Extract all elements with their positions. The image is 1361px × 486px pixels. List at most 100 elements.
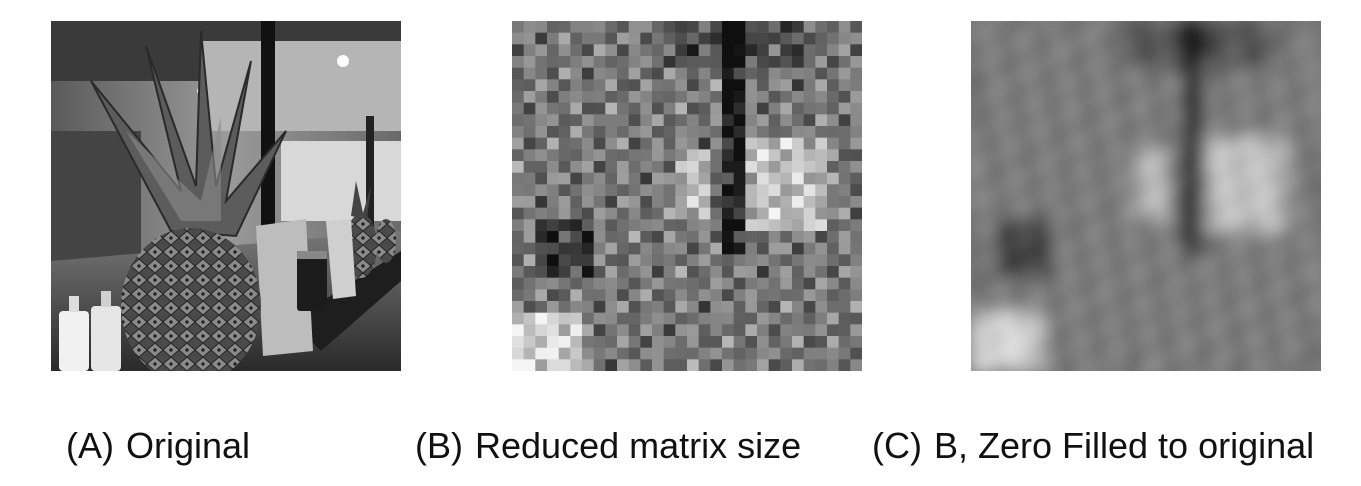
mosaic-pixel (652, 312, 665, 325)
blurred-pixel (1204, 301, 1217, 314)
blurred-pixel (1169, 184, 1182, 197)
mosaic-pixel (733, 91, 746, 104)
mosaic-pixel (850, 277, 862, 290)
mosaic-pixel (850, 196, 862, 209)
blurred-pixel (1192, 289, 1205, 302)
blurred-pixel (971, 359, 984, 371)
blurred-pixel (1041, 266, 1054, 279)
mosaic-pixel (675, 102, 688, 115)
blurred-pixel (1204, 114, 1217, 127)
mosaic-pixel (570, 301, 583, 314)
blurred-pixel (1274, 56, 1287, 69)
blurred-pixel (1227, 231, 1240, 244)
mosaic-pixel (652, 242, 665, 255)
blurred-pixel (1157, 231, 1170, 244)
mosaic-pixel (698, 242, 711, 255)
mosaic-pixel (640, 56, 653, 69)
blurred-pixel (1087, 184, 1100, 197)
mosaic-pixel (733, 289, 746, 302)
mosaic-pixel (687, 79, 700, 92)
blurred-pixel (1041, 161, 1054, 174)
blurred-pixel (971, 266, 984, 279)
blurred-pixel (1052, 277, 1065, 290)
blurred-pixel (1064, 196, 1077, 209)
mosaic-pixel (838, 44, 851, 57)
mosaic-pixel (558, 266, 571, 279)
mosaic-pixel (558, 277, 571, 290)
blurred-pixel (1064, 67, 1077, 80)
mosaic-pixel (815, 347, 828, 360)
mosaic-pixel (803, 126, 816, 139)
blurred-pixel (1181, 324, 1194, 337)
blurred-pixel (1274, 289, 1287, 302)
blurred-pixel (1251, 67, 1264, 80)
blurred-pixel (1099, 126, 1112, 139)
mosaic-pixel (827, 161, 840, 174)
mosaic-pixel (745, 149, 758, 162)
mosaic-pixel (663, 184, 676, 197)
blurred-pixel (1122, 67, 1135, 80)
mosaic-pixel (605, 289, 618, 302)
blurred-pixel (1006, 219, 1019, 232)
blurred-pixel (1134, 67, 1147, 80)
blurred-pixel (1286, 266, 1299, 279)
mosaic-pixel (745, 301, 758, 314)
blurred-pixel (1099, 266, 1112, 279)
blurred-pixel (1076, 266, 1089, 279)
mosaic-pixel (558, 56, 571, 69)
blurred-pixel (1204, 347, 1217, 360)
blurred-pixel (1286, 21, 1299, 34)
mosaic-pixel (827, 231, 840, 244)
blurred-pixel (1297, 231, 1310, 244)
mosaic-pixel (698, 184, 711, 197)
mosaic-pixel (570, 149, 583, 162)
mosaic-pixel (687, 196, 700, 209)
mosaic-pixel (675, 184, 688, 197)
mosaic-pixel (640, 207, 653, 220)
blurred-pixel (1227, 242, 1240, 255)
mosaic-pixel (547, 301, 560, 314)
mosaic-pixel (570, 347, 583, 360)
blurred-pixel (1169, 359, 1182, 371)
blurred-pixel (982, 347, 995, 360)
blurred-pixel (1076, 161, 1089, 174)
mosaic-pixel (547, 359, 560, 371)
blurred-pixel (1286, 32, 1299, 45)
blurred-pixel (1204, 161, 1217, 174)
mosaic-pixel (617, 196, 630, 209)
mosaic-pixel (547, 242, 560, 255)
mosaic-pixel (663, 312, 676, 325)
mosaic-pixel (803, 254, 816, 267)
mosaic-pixel (558, 126, 571, 139)
blurred-pixel (1181, 149, 1194, 162)
blurred-pixel (971, 347, 984, 360)
mosaic-pixel (768, 359, 781, 371)
mosaic-pixel (640, 231, 653, 244)
blurred-pixel (1157, 219, 1170, 232)
caption-label: Reduced matrix size (475, 425, 802, 466)
blurred-pixel (1041, 137, 1054, 150)
mosaic-pixel (628, 219, 641, 232)
mosaic-pixel (745, 184, 758, 197)
blurred-pixel (1146, 336, 1159, 349)
blurred-pixel (1216, 231, 1229, 244)
blurred-pixel (1006, 207, 1019, 220)
mosaic-pixel (838, 137, 851, 150)
blurred-pixel (1251, 277, 1264, 290)
blurred-pixel (1262, 324, 1275, 337)
blurred-pixel (1064, 266, 1077, 279)
blurred-pixel (1052, 207, 1065, 220)
mosaic-pixel (803, 32, 816, 45)
blurred-pixel (1204, 126, 1217, 139)
blurred-pixel (1099, 231, 1112, 244)
mosaic-pixel (710, 266, 723, 279)
blurred-pixel (1052, 137, 1065, 150)
blurred-pixel (1087, 312, 1100, 325)
mosaic-pixel (792, 172, 805, 185)
mosaic-pixel (827, 242, 840, 255)
mosaic-pixel (768, 324, 781, 337)
mosaic-pixel (663, 347, 676, 360)
blurred-pixel (1017, 32, 1030, 45)
blurred-pixel (982, 336, 995, 349)
mosaic-pixel (628, 172, 641, 185)
